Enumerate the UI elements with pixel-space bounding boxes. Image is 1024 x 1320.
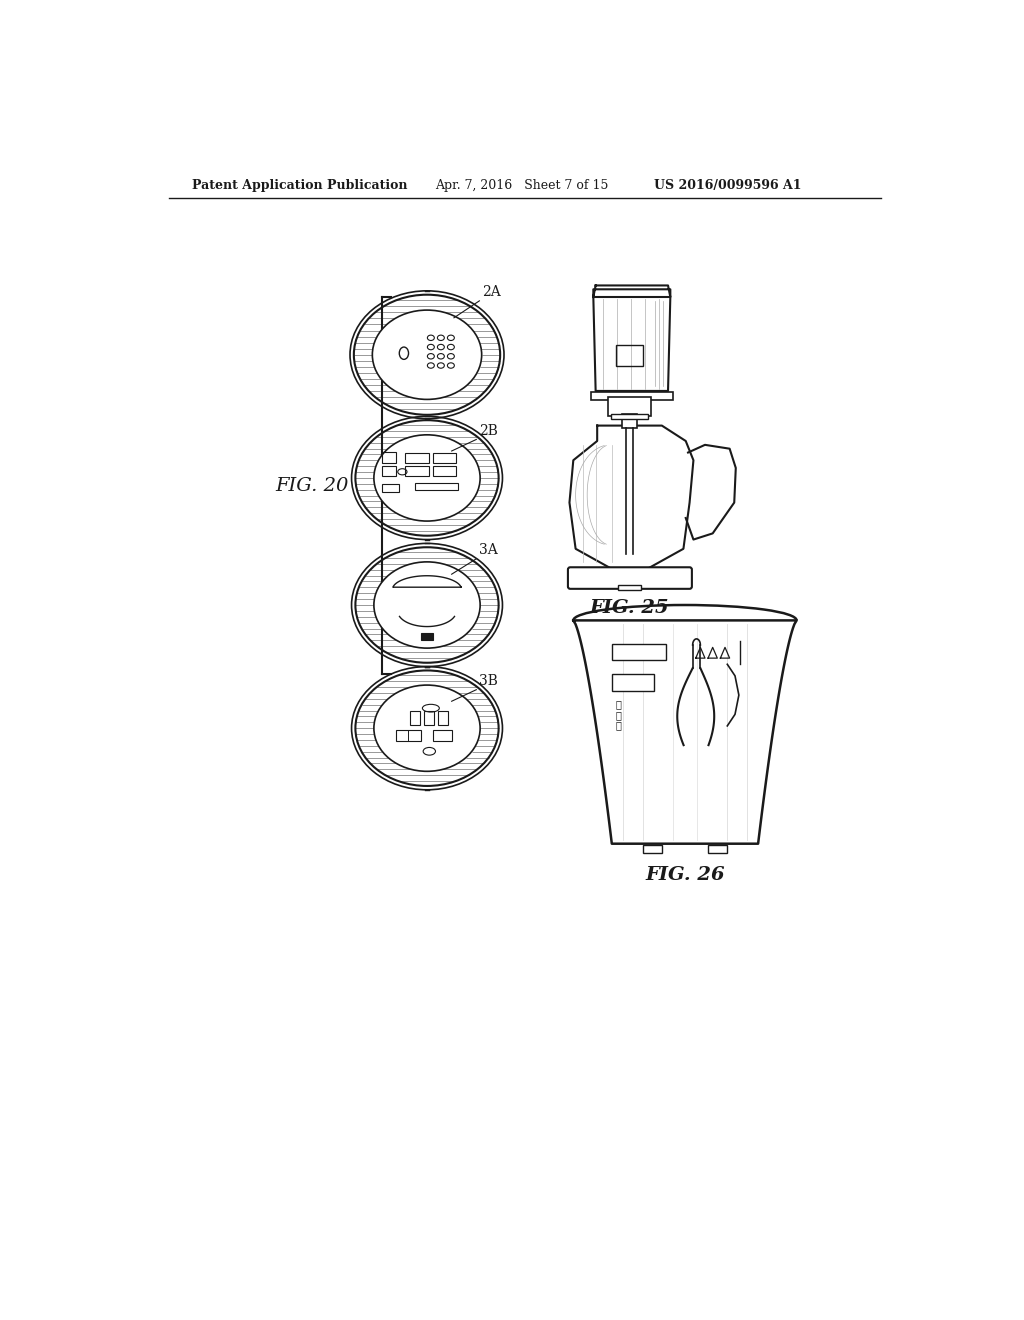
- Bar: [438, 711, 447, 725]
- Bar: [708, 845, 727, 853]
- Text: US 2016/0099596 A1: US 2016/0099596 A1: [654, 178, 802, 191]
- Polygon shape: [573, 620, 797, 843]
- Bar: [611, 675, 654, 692]
- Bar: [382, 451, 396, 462]
- Bar: [406, 466, 429, 477]
- Bar: [611, 644, 666, 660]
- Text: 一: 一: [615, 700, 621, 709]
- Text: 2B: 2B: [479, 424, 499, 438]
- Polygon shape: [593, 285, 671, 297]
- Ellipse shape: [351, 544, 503, 667]
- Polygon shape: [593, 297, 671, 391]
- Polygon shape: [686, 445, 736, 540]
- Ellipse shape: [374, 685, 480, 771]
- Ellipse shape: [350, 290, 504, 418]
- Bar: [611, 414, 648, 418]
- Text: Apr. 7, 2016   Sheet 7 of 15: Apr. 7, 2016 Sheet 7 of 15: [435, 178, 608, 191]
- Ellipse shape: [351, 416, 503, 540]
- Bar: [421, 632, 433, 640]
- Bar: [406, 453, 429, 462]
- Ellipse shape: [351, 667, 503, 789]
- Text: FIG. 26: FIG. 26: [645, 866, 725, 883]
- Text: 3B: 3B: [479, 675, 499, 688]
- Text: 2A: 2A: [482, 285, 501, 300]
- Text: 備: 備: [615, 710, 621, 719]
- Text: Patent Application Publication: Patent Application Publication: [193, 178, 408, 191]
- Polygon shape: [390, 576, 464, 618]
- Bar: [433, 466, 457, 477]
- Bar: [622, 414, 637, 428]
- Bar: [608, 397, 651, 416]
- Text: FIG. 20: FIG. 20: [274, 477, 348, 495]
- Text: 長: 長: [615, 721, 621, 730]
- Bar: [396, 730, 421, 741]
- Bar: [382, 466, 396, 477]
- Text: 3A: 3A: [479, 544, 498, 557]
- FancyBboxPatch shape: [568, 568, 692, 589]
- Bar: [424, 711, 434, 725]
- Ellipse shape: [374, 434, 480, 521]
- Bar: [615, 345, 643, 367]
- Bar: [382, 484, 399, 492]
- Ellipse shape: [373, 310, 481, 400]
- Bar: [643, 845, 662, 853]
- Bar: [617, 585, 641, 590]
- Ellipse shape: [374, 562, 480, 648]
- Text: FIG. 25: FIG. 25: [590, 599, 670, 616]
- Polygon shape: [569, 425, 693, 568]
- Bar: [433, 453, 457, 462]
- Bar: [591, 392, 673, 400]
- Bar: [410, 711, 420, 725]
- Bar: [433, 730, 453, 741]
- Bar: [416, 483, 458, 490]
